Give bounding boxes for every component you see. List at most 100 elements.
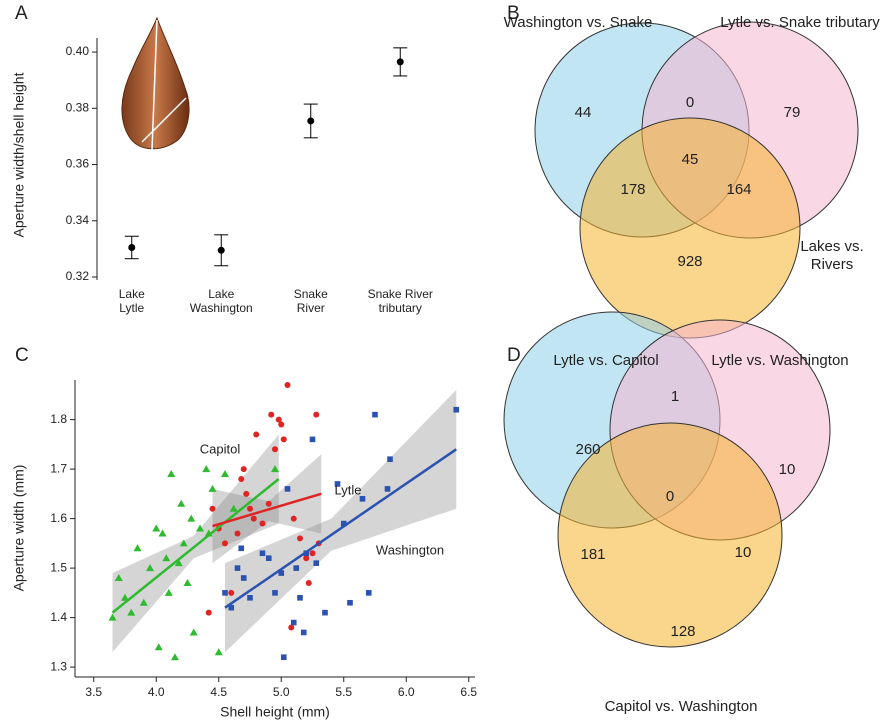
- point: [206, 610, 212, 616]
- point: [285, 486, 291, 492]
- region-count: 178: [620, 181, 645, 198]
- point: [310, 550, 316, 556]
- point: [372, 412, 378, 418]
- panel-letter: A: [15, 3, 28, 24]
- y-tick-label: 0.32: [66, 269, 90, 283]
- point: [171, 653, 179, 660]
- set-label: Washington vs. Snake: [458, 14, 698, 32]
- inset-label: AW: [188, 91, 204, 102]
- point: [167, 470, 175, 477]
- point: [266, 501, 272, 507]
- y-tick-label: 1.8: [50, 412, 67, 426]
- region-count: 0: [666, 488, 674, 505]
- point: [228, 590, 234, 596]
- point: [272, 446, 278, 452]
- point: [291, 620, 297, 626]
- point: [387, 456, 393, 462]
- point: [293, 565, 299, 571]
- point: [303, 555, 309, 561]
- point: [266, 555, 272, 561]
- snail-inset: [122, 18, 189, 150]
- point: [307, 117, 314, 124]
- region-count: 1: [671, 388, 679, 405]
- region-count: 45: [682, 151, 699, 168]
- x-tick-label: 6.0: [398, 685, 415, 699]
- y-tick-label: 0.38: [66, 100, 90, 114]
- x-tick-label: 5.5: [335, 685, 352, 699]
- point: [241, 466, 247, 472]
- point: [128, 244, 135, 251]
- region-count: 10: [779, 461, 796, 478]
- point: [134, 544, 142, 551]
- x-tick-label: 3.5: [85, 685, 102, 699]
- x-tick-label: 5.0: [273, 685, 290, 699]
- y-tick-label: 1.5: [50, 560, 67, 574]
- point: [260, 521, 266, 527]
- set-label: Lakes vs. Rivers: [712, 238, 893, 274]
- region-count: 928: [677, 253, 702, 270]
- x-tick-label: 4.0: [148, 685, 165, 699]
- y-tick-label: 0.36: [66, 157, 90, 171]
- point: [366, 590, 372, 596]
- figure: 0.320.340.360.380.40Aperture width/shell…: [0, 0, 893, 721]
- point: [301, 630, 307, 636]
- point: [247, 595, 253, 601]
- point: [347, 600, 353, 606]
- region-count: 79: [784, 104, 801, 121]
- point: [297, 595, 303, 601]
- point: [159, 529, 167, 536]
- region-count: 10: [735, 544, 752, 561]
- region-count: 0: [686, 94, 694, 111]
- series-label: Capitol: [200, 441, 241, 456]
- point: [253, 431, 259, 437]
- y-tick-label: 1.3: [50, 659, 67, 673]
- point: [222, 540, 228, 546]
- y-tick-label: 0.34: [66, 213, 90, 227]
- point: [313, 560, 319, 566]
- set-label: Lytle vs. Snake tributary: [680, 14, 893, 32]
- region-count: 44: [575, 104, 592, 121]
- panel-letter: C: [15, 345, 29, 366]
- point: [215, 648, 223, 655]
- point: [285, 382, 291, 388]
- point: [322, 610, 328, 616]
- point: [288, 625, 294, 631]
- point: [177, 500, 185, 507]
- point: [310, 437, 316, 443]
- x-tick-label: Snake River tributary: [345, 287, 455, 316]
- point: [243, 491, 249, 497]
- point: [235, 565, 241, 571]
- x-tick-label: 6.5: [460, 685, 477, 699]
- point: [251, 516, 257, 522]
- x-tick-label: 4.5: [210, 685, 227, 699]
- y-axis-label: Aperture width (mm): [11, 465, 27, 592]
- point: [247, 506, 253, 512]
- point: [306, 580, 312, 586]
- region-count: 260: [575, 441, 600, 458]
- region-count: 164: [726, 181, 751, 198]
- point: [281, 654, 287, 660]
- point: [313, 412, 319, 418]
- x-axis-label: Shell height (mm): [220, 704, 330, 720]
- point: [238, 546, 244, 552]
- point: [221, 470, 229, 477]
- series-label: Washington: [376, 542, 444, 557]
- point: [152, 525, 160, 532]
- point: [278, 422, 284, 428]
- point: [260, 550, 266, 556]
- point: [397, 58, 404, 65]
- y-tick-label: 0.40: [66, 44, 90, 58]
- point: [218, 247, 225, 254]
- point: [291, 516, 297, 522]
- point: [155, 643, 163, 650]
- region-count: 181: [580, 546, 605, 563]
- point: [453, 407, 459, 413]
- point: [297, 535, 303, 541]
- set-label: Capitol vs. Washington: [561, 698, 801, 716]
- point: [241, 575, 247, 581]
- point: [272, 590, 278, 596]
- point: [209, 485, 217, 492]
- point: [281, 436, 287, 442]
- y-tick-label: 1.7: [50, 461, 67, 475]
- point: [187, 515, 195, 522]
